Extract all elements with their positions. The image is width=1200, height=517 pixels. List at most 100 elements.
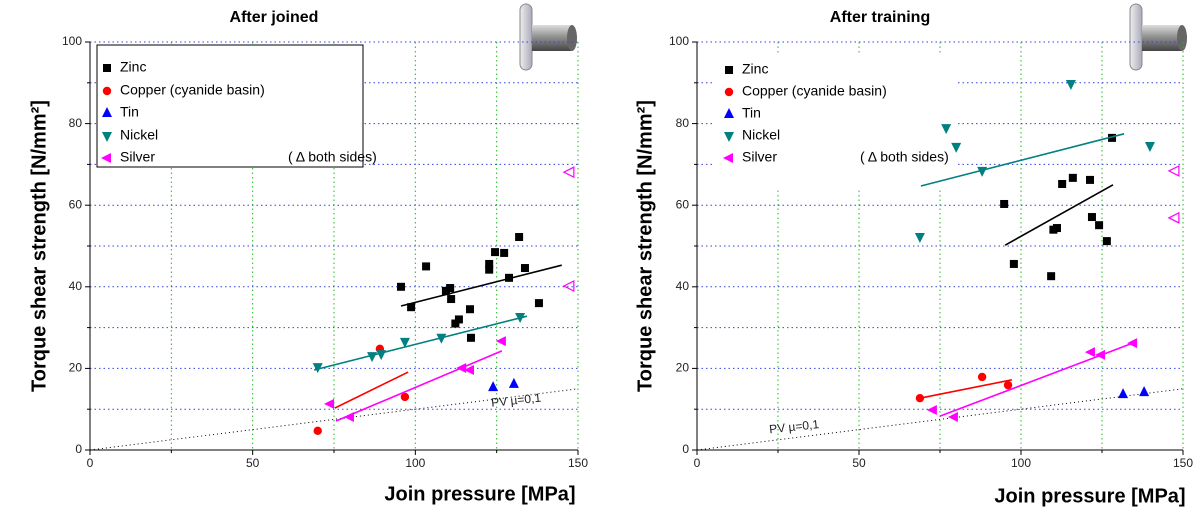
marker (1052, 224, 1061, 233)
marker (1095, 221, 1104, 230)
y-tick-label: 40 (676, 279, 690, 293)
marker (915, 393, 925, 403)
x-axis-title: Join pressure [MPa] (994, 485, 1185, 507)
y-axis-title: Torque shear strength [N/mm²] (634, 100, 656, 392)
chart-title: After joined (230, 9, 319, 26)
marker (312, 363, 323, 374)
x-tick-label: 100 (405, 456, 425, 470)
marker (463, 365, 474, 376)
trend-line (919, 379, 1013, 399)
trend-line (1004, 184, 1114, 246)
marker (343, 411, 354, 422)
legend-label: Nickel (742, 127, 780, 143)
legend-box (96, 44, 364, 168)
legend-marker (102, 107, 112, 117)
y-tick-label: 0 (682, 442, 689, 456)
legend-marker (102, 86, 112, 96)
marker (926, 405, 937, 416)
marker (520, 264, 529, 273)
marker (456, 362, 467, 373)
marker (941, 124, 952, 135)
trend-line (313, 315, 528, 371)
marker (947, 411, 958, 422)
marker (1167, 211, 1180, 224)
marker (447, 295, 456, 304)
marker (446, 284, 455, 293)
marker (1084, 347, 1095, 358)
reference-label: PV µ=0,1 (769, 417, 820, 436)
marker (465, 305, 474, 314)
marker (495, 336, 506, 347)
y-tick-label: 60 (676, 197, 690, 211)
marker (451, 319, 460, 328)
marker (422, 262, 431, 271)
marker (515, 233, 524, 242)
legend-box (712, 55, 956, 190)
marker (1167, 164, 1180, 177)
legend-marker (102, 132, 112, 142)
marker (485, 265, 494, 274)
marker (1058, 179, 1067, 188)
y-tick-label: 80 (69, 116, 83, 130)
legend-label: Zinc (742, 61, 768, 77)
legend-marker (101, 153, 111, 163)
legend-label: Copper (cyanide basin) (120, 82, 265, 98)
marker (376, 350, 387, 361)
marker (491, 248, 500, 257)
marker (1087, 213, 1096, 222)
legend-label: Tin (120, 104, 139, 120)
marker (466, 333, 475, 342)
marker (436, 333, 447, 344)
trend-line (939, 341, 1137, 417)
marker (1065, 80, 1076, 91)
reference-line (696, 388, 1184, 451)
marker (1139, 386, 1150, 397)
y-tick-label: 100 (669, 34, 689, 48)
x-tick-label: 100 (1011, 456, 1031, 470)
marker (1009, 259, 1018, 268)
y-axis-title: Torque shear strength [N/mm²] (28, 100, 50, 392)
marker (367, 352, 378, 363)
marker (914, 233, 925, 244)
y-tick-label: 0 (75, 442, 82, 456)
marker (1068, 173, 1077, 182)
marker (562, 280, 575, 292)
icon (1129, 3, 1187, 71)
icon (519, 3, 577, 71)
chart-title: After training (830, 9, 930, 26)
x-tick-label: 50 (246, 456, 260, 470)
marker (400, 392, 410, 402)
marker (1095, 349, 1106, 360)
marker (399, 337, 410, 348)
legend-label: Silver (120, 149, 155, 165)
y-tick-label: 100 (62, 34, 82, 48)
legend-marker (103, 64, 111, 72)
x-tick-label: 150 (568, 456, 588, 470)
reference-label: PV µ=0,1 (491, 391, 542, 410)
marker (951, 142, 962, 153)
marker (1144, 142, 1155, 153)
y-tick-label: 20 (69, 361, 83, 375)
legend-label: Tin (742, 105, 761, 121)
marker (1118, 388, 1129, 399)
marker (441, 286, 450, 295)
marker (488, 381, 499, 392)
legend-label: Copper (cyanide basin) (742, 83, 887, 99)
legend-annotation: ( Δ both sides) (860, 149, 949, 165)
marker (515, 312, 526, 323)
x-tick-label: 0 (87, 456, 94, 470)
legend-annotation: ( Δ both sides) (288, 149, 377, 165)
marker (324, 398, 335, 409)
marker (500, 248, 509, 257)
y-tick-label: 20 (676, 361, 690, 375)
x-axis-title: Join pressure [MPa] (384, 483, 575, 505)
marker (1047, 272, 1056, 281)
trend-line (400, 264, 562, 307)
legend-marker (724, 132, 734, 142)
marker (977, 372, 987, 382)
marker (1000, 199, 1009, 208)
marker (505, 273, 514, 282)
marker (977, 166, 988, 177)
legend-marker (725, 66, 733, 74)
